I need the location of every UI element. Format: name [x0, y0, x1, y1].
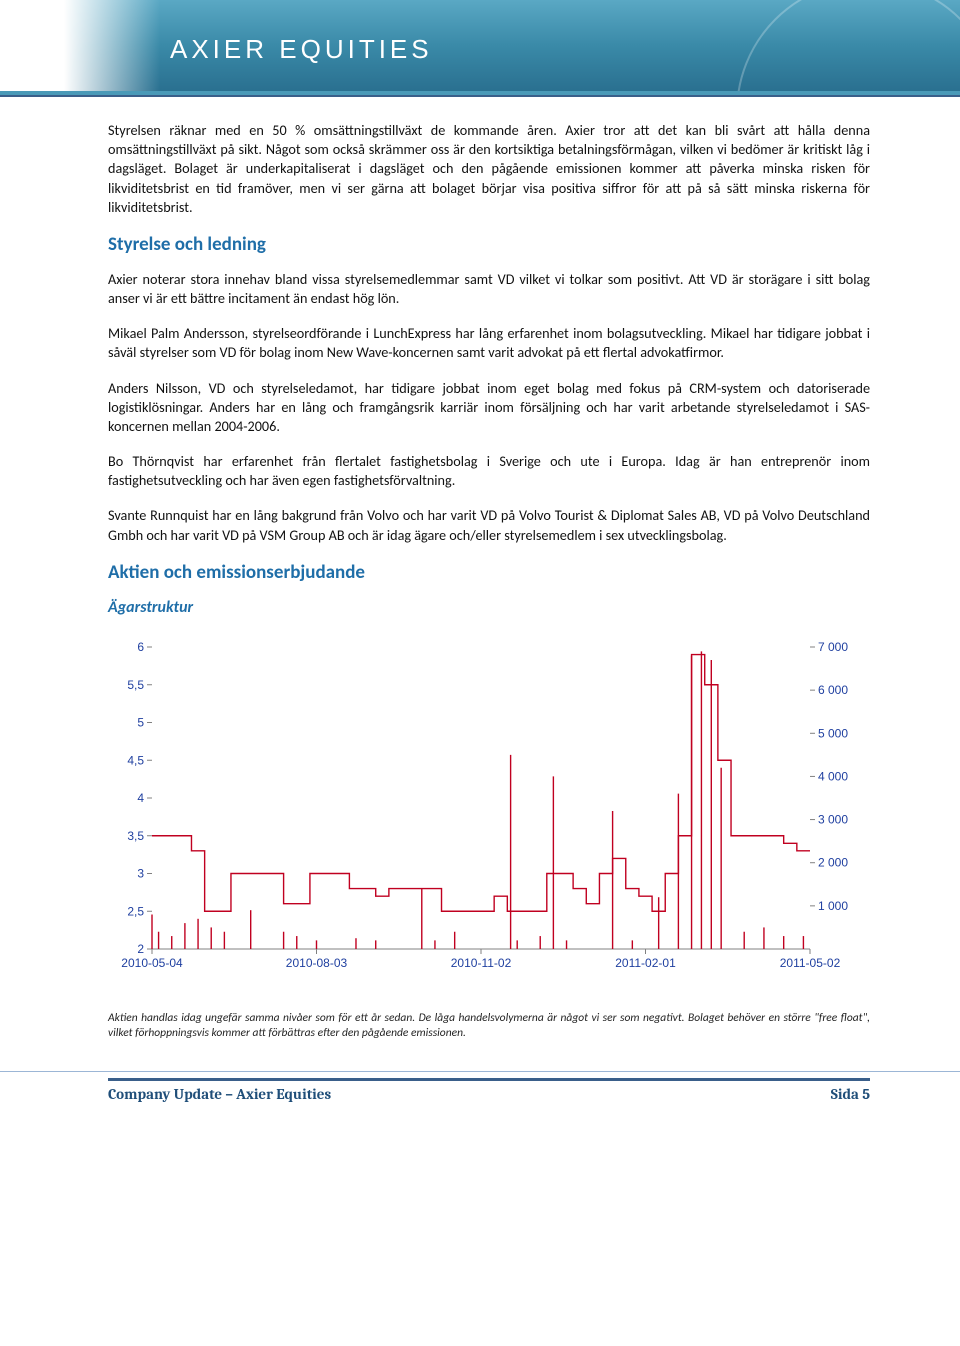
brand-title: AXIER EQUITIES — [170, 34, 433, 65]
svg-text:5: 5 — [137, 715, 144, 729]
svg-text:2,5: 2,5 — [127, 904, 144, 918]
svg-text:3 000: 3 000 — [818, 812, 848, 826]
section1-p4: Bo Thörnqvist har erfarenhet från flerta… — [108, 452, 870, 490]
svg-text:4 000: 4 000 — [818, 769, 848, 783]
chart-caption: Aktien handlas idag ungefär samma nivåer… — [108, 1011, 870, 1041]
footer-left: Company Update – Axier Equities — [108, 1085, 331, 1103]
svg-text:4,5: 4,5 — [127, 753, 144, 767]
section1-p2: Mikael Palm Andersson, styrelseordförand… — [108, 324, 870, 362]
svg-text:2010-08-03: 2010-08-03 — [286, 956, 348, 970]
svg-text:3: 3 — [137, 866, 144, 880]
svg-text:6 000: 6 000 — [818, 683, 848, 697]
svg-text:6: 6 — [137, 640, 144, 654]
stock-chart: 2 2,5 3 3,5 4 4,5 5 5,5 6 1 000 2 000 3 000 4 000 5 0… — [108, 637, 870, 981]
svg-text:1 000: 1 000 — [818, 899, 848, 913]
svg-text:2011-05-02: 2011-05-02 — [780, 956, 841, 970]
section1-p1: Axier noterar stora innehav bland vissa … — [108, 270, 870, 308]
svg-text:2: 2 — [137, 942, 144, 956]
section1-p3: Anders Nilsson, VD och styrelseledamot, … — [108, 379, 870, 437]
svg-text:4: 4 — [137, 791, 144, 805]
section1-p5: Svante Runnquist har en lång bakgrund fr… — [108, 506, 870, 544]
svg-text:5 000: 5 000 — [818, 726, 848, 740]
page-footer: Company Update – Axier Equities Sida 5 — [108, 1078, 870, 1123]
svg-text:2 000: 2 000 — [818, 855, 848, 869]
page-content: Styrelsen räknar med en 50 % omsättnings… — [0, 97, 960, 1071]
footer-outer-rule — [0, 1071, 960, 1072]
svg-text:5,5: 5,5 — [127, 678, 144, 692]
subsection-heading-agarstruktur: Ägarstruktur — [108, 598, 870, 617]
page-header-banner: AXIER EQUITIES — [0, 0, 960, 95]
svg-text:2011-02-01: 2011-02-01 — [615, 956, 676, 970]
svg-text:2010-05-04: 2010-05-04 — [121, 956, 183, 970]
svg-text:3,5: 3,5 — [127, 829, 144, 843]
section-heading-aktien: Aktien och emissionserbjudande — [108, 561, 870, 584]
intro-paragraph: Styrelsen räknar med en 50 % omsättnings… — [108, 121, 870, 217]
footer-right: Sida 5 — [831, 1085, 870, 1103]
svg-text:2010-11-02: 2010-11-02 — [451, 956, 512, 970]
section-heading-styrelse: Styrelse och ledning — [108, 233, 870, 256]
svg-text:7 000: 7 000 — [818, 640, 848, 654]
